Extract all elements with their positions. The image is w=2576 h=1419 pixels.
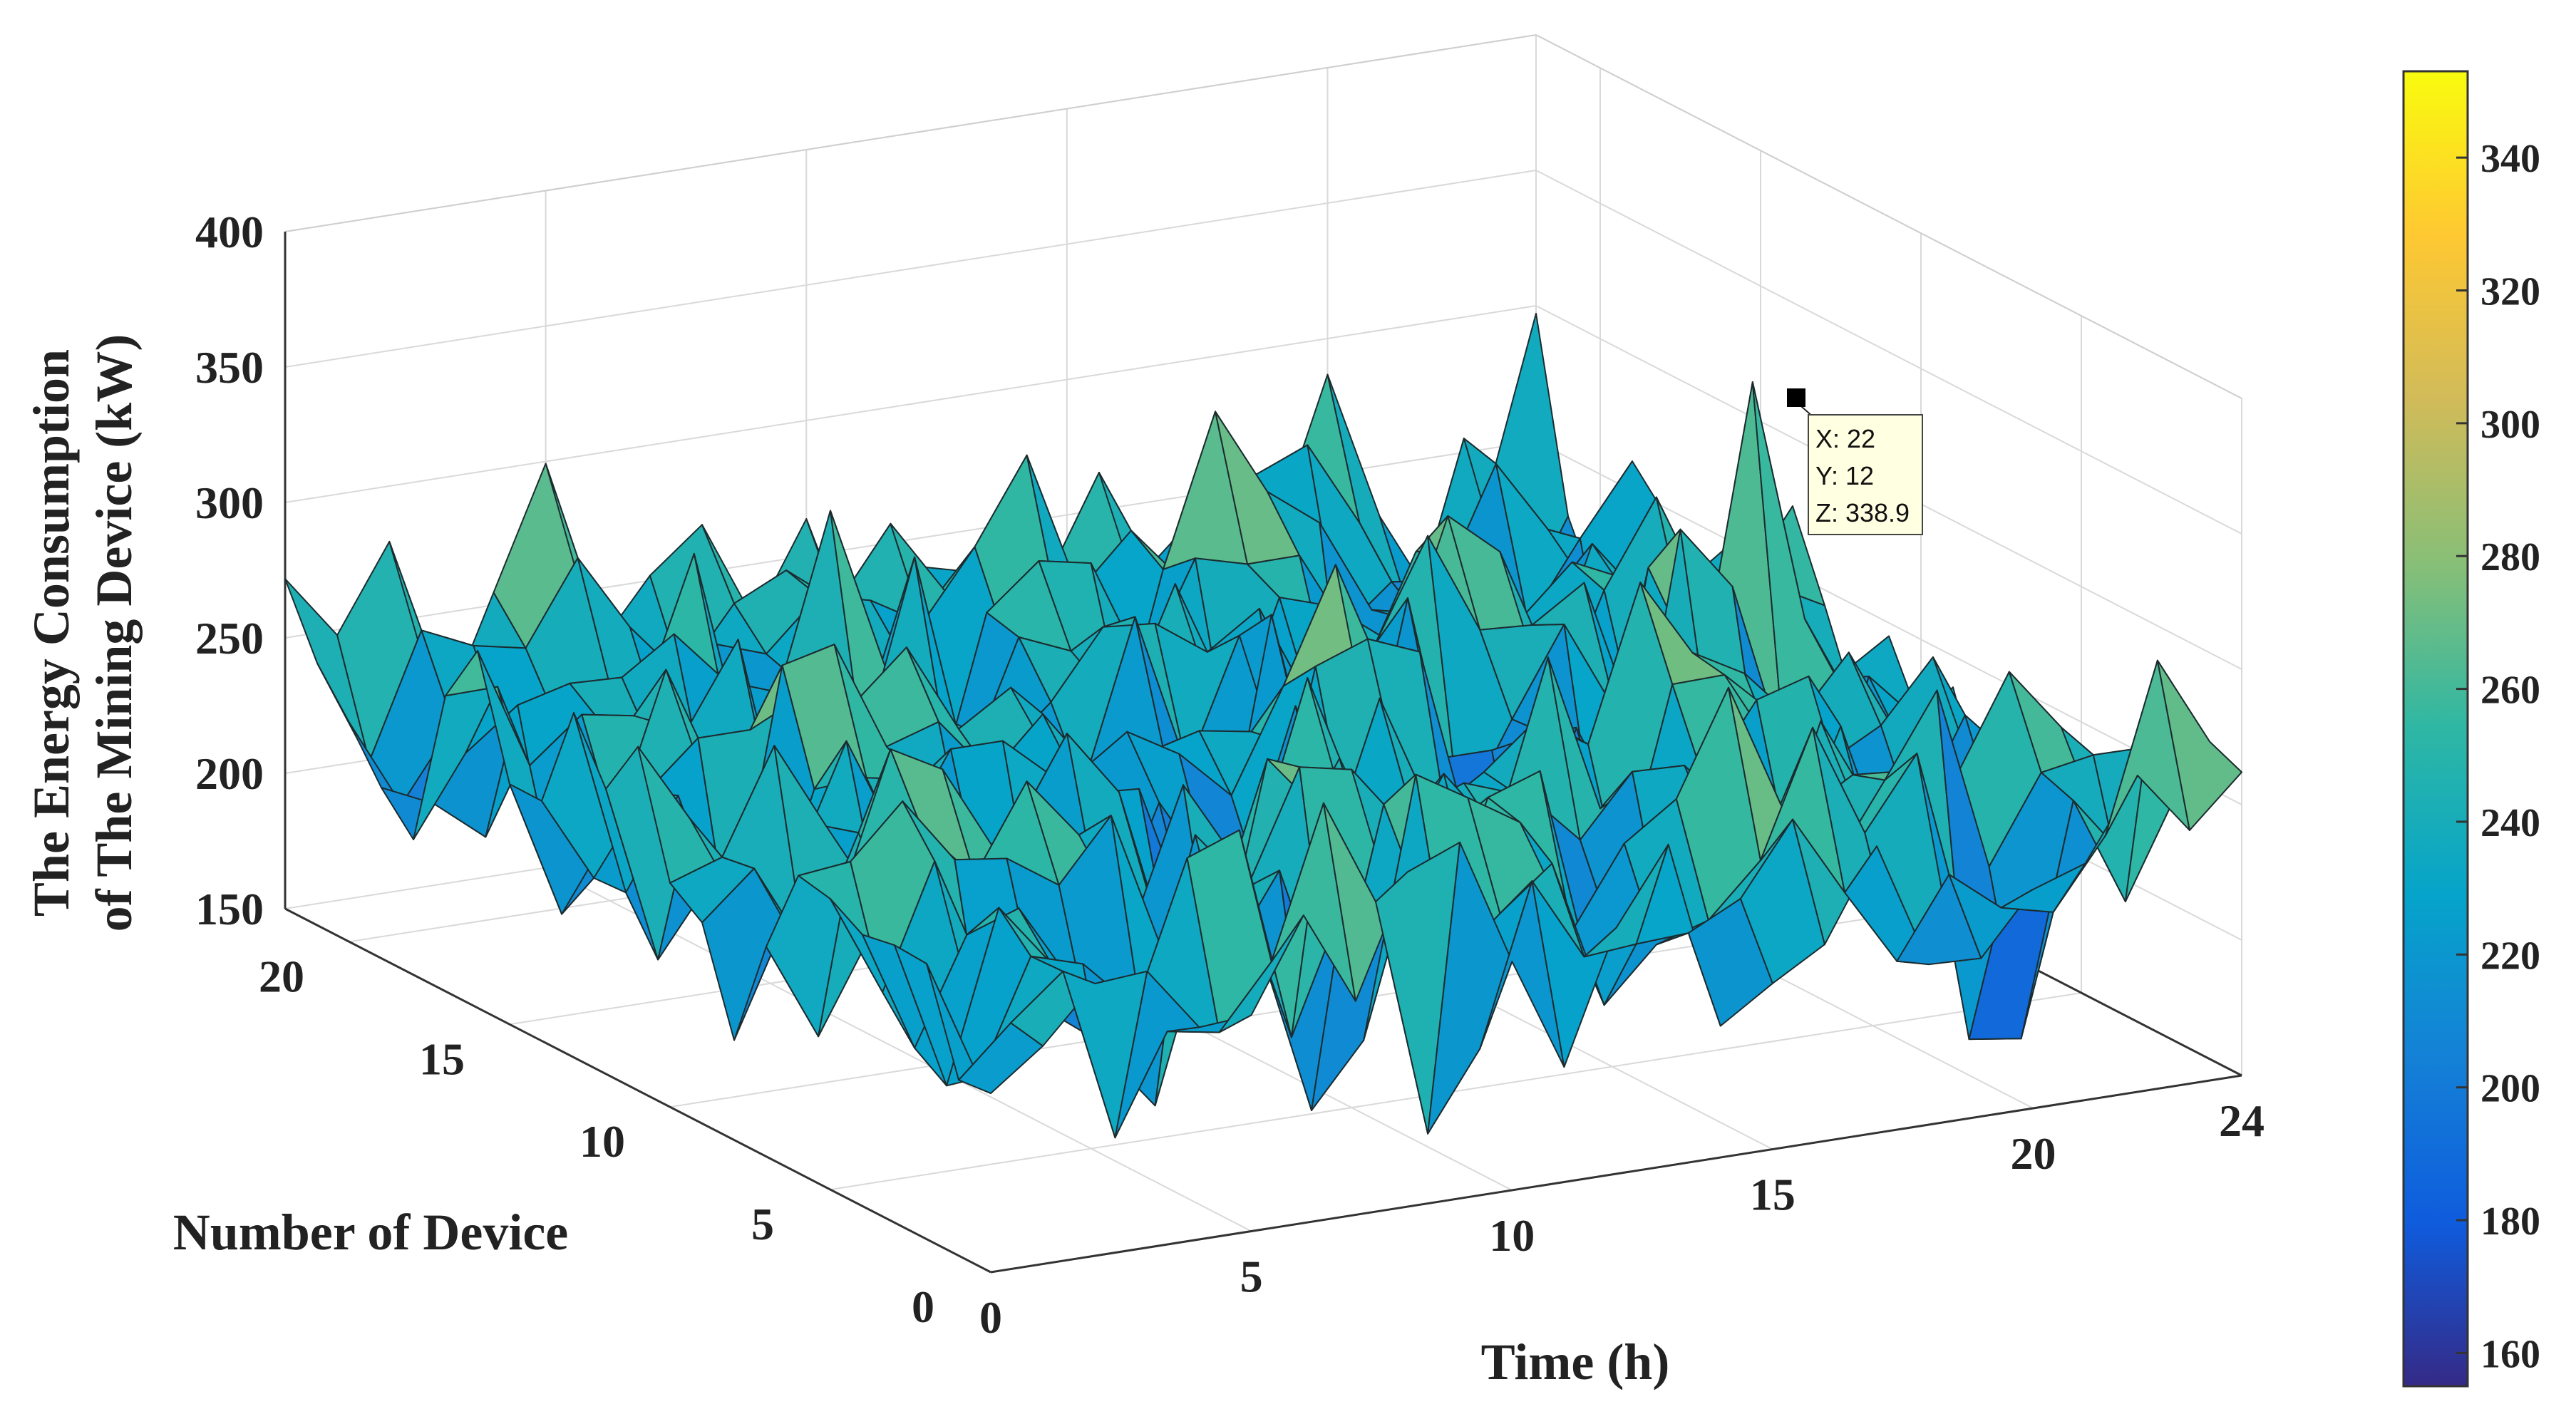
colorbar-tick-label: 200: [2480, 1067, 2540, 1111]
colorbar-tick-label: 260: [2480, 669, 2540, 713]
z-tick-label: 350: [195, 342, 264, 393]
colorbar-gradient: [2402, 70, 2469, 1388]
colorbar: 160 180 200 220 240 260 280 300 320 340: [2402, 70, 2540, 1388]
z-axis-title-line-1: The Energy Consumption: [23, 349, 80, 917]
colorbar-tick-label: 300: [2480, 403, 2540, 447]
datatip-box: [1808, 414, 1923, 535]
x-tick-label: 15: [1750, 1170, 1796, 1220]
z-tick-label: 200: [195, 748, 264, 799]
x-tick-label: 20: [2011, 1128, 2056, 1179]
datatip-marker: [1787, 388, 1805, 407]
colorbar-tick-label: 320: [2480, 270, 2540, 314]
y-tick-label: 0: [912, 1281, 934, 1332]
box-edge: [1535, 34, 2242, 399]
y-tick-label: 20: [259, 951, 304, 1001]
z-tick-label: 150: [195, 884, 264, 934]
grid-line: [830, 992, 2082, 1191]
colorbar-ticks: 160 180 200 220 240 260 280 300 320 340: [2456, 137, 2540, 1376]
box-edge: [284, 34, 1537, 232]
grid-line: [284, 305, 1537, 503]
grid-line: [284, 170, 1537, 368]
z-tick-label: 250: [195, 613, 264, 664]
colorbar-tick-label: 240: [2480, 801, 2540, 845]
z-axis-title-line-2: of The Mining Device (kW): [86, 334, 143, 932]
colorbar-tick-label: 160: [2480, 1332, 2540, 1376]
x-axis-line: [990, 1074, 2242, 1274]
datatip[interactable]: X: 22 Y: 12 Z: 338.9: [1787, 388, 1923, 535]
surface-face: [2156, 659, 2242, 831]
z-axis-title: The Energy Consumption of The Mining Dev…: [23, 334, 143, 932]
x-axis-title: Time (h): [1481, 1333, 1670, 1390]
x-tick-label: 5: [1240, 1252, 1263, 1302]
z-tick-label: 300: [195, 478, 264, 528]
x-tick-label: 24: [2219, 1095, 2265, 1146]
datatip-z: Z: 338.9: [1815, 498, 1910, 527]
colorbar-tick-label: 220: [2480, 934, 2540, 978]
datatip-y: Y: 12: [1815, 461, 1874, 490]
colorbar-tick-label: 340: [2480, 137, 2540, 181]
surface-mesh: [284, 312, 2242, 1139]
y-axis-title: Number of Device: [173, 1204, 569, 1261]
y-tick-label: 10: [579, 1116, 625, 1167]
x-tick-label: 10: [1489, 1210, 1535, 1261]
colorbar-tick-label: 280: [2480, 535, 2540, 579]
x-tick-label: 0: [979, 1292, 1002, 1343]
colorbar-tick-label: 180: [2480, 1199, 2540, 1244]
y-tick-label: 5: [751, 1199, 774, 1249]
y-axis-line: [284, 907, 991, 1274]
z-tick-label: 400: [195, 207, 264, 257]
datatip-x: X: 22: [1815, 424, 1875, 453]
axis-ticks: 0 5 10 15 20 24 0 5 10 15 20 150 200 250 300 350 400: [195, 207, 2265, 1343]
grid-line: [1535, 170, 2242, 535]
y-tick-label: 15: [419, 1033, 465, 1084]
